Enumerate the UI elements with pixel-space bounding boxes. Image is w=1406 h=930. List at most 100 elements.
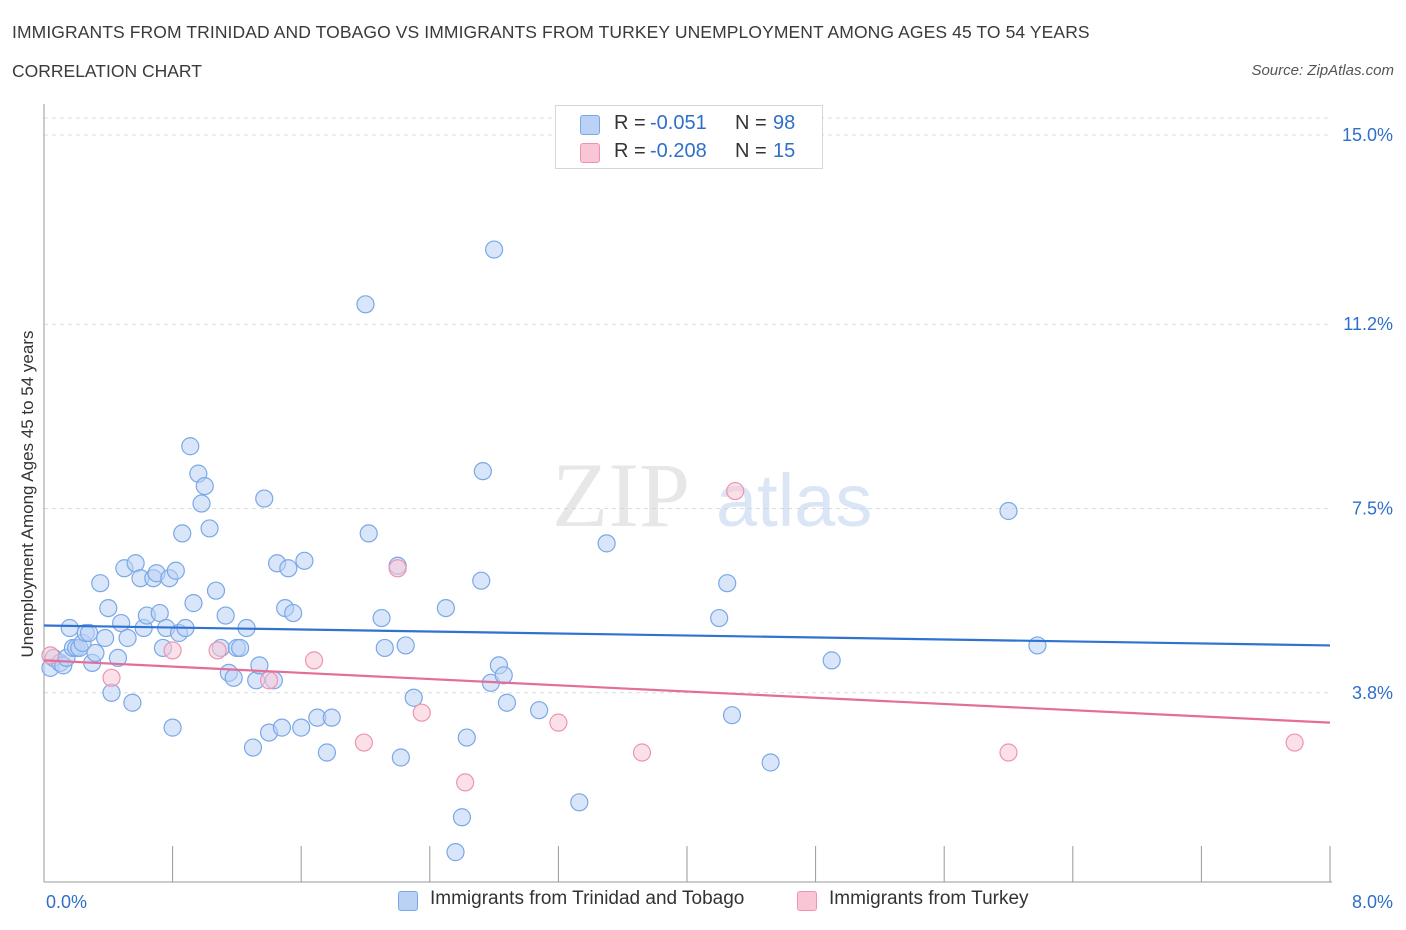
tick-labels: 3.8% 7.5% 11.2% 15.0% 0.0% 8.0%: [46, 125, 1393, 912]
data-point-trinidad: [999, 501, 1018, 521]
legend-n-value: 98: [773, 112, 796, 134]
trend-line-turkey: [43, 659, 1331, 724]
stats-legend: R = -0.051 N = 98 R = -0.208 N = 15: [555, 105, 823, 169]
data-point-trinidad: [356, 295, 375, 314]
grid-lines: [44, 117, 1330, 694]
data-point-turkey: [632, 743, 652, 762]
y-tick-label: 11.2%: [1343, 314, 1393, 334]
data-point-trinidad: [118, 628, 137, 648]
data-point-trinidad: [497, 693, 517, 712]
legend-r-label: R =: [614, 112, 646, 134]
data-point-trinidad: [173, 524, 192, 543]
y-tick-label: 3.8%: [1352, 683, 1393, 703]
data-point-trinidad: [317, 743, 337, 762]
data-point-trinidad: [60, 618, 79, 638]
data-point-trinidad: [86, 643, 105, 663]
data-point-trinidad: [163, 718, 182, 737]
chart-subtitle: CORRELATION CHART: [12, 61, 202, 81]
data-point-trinidad: [231, 638, 250, 658]
data-point-trinidad: [597, 534, 616, 553]
legend-r-label: R =: [614, 140, 646, 162]
data-point-trinidad: [472, 571, 491, 590]
data-point-trinidad: [1028, 636, 1047, 655]
legend-r-value: -0.208: [650, 140, 707, 162]
data-point-trinidad: [255, 489, 274, 508]
legend-n-value: 15: [773, 140, 796, 162]
data-point-trinidad: [359, 524, 378, 543]
data-point-trinidad: [375, 638, 394, 658]
data-point-trinidad: [570, 793, 589, 812]
data-point-trinidad: [718, 574, 737, 593]
data-point-trinidad: [391, 748, 410, 767]
data-point-trinidad: [292, 718, 311, 737]
data-point-trinidad: [822, 651, 841, 670]
data-point-turkey: [412, 703, 431, 722]
legend-swatch-pink: [580, 143, 600, 163]
data-point-turkey: [259, 671, 279, 690]
data-point-trinidad: [473, 462, 492, 481]
data-point-trinidad: [195, 476, 214, 496]
data-point-turkey: [388, 559, 407, 578]
watermark-atlas: atlas: [716, 459, 872, 542]
data-point-trinidad: [761, 753, 780, 772]
data-point-trinidad: [372, 608, 391, 628]
data-point-turkey: [549, 713, 568, 732]
legend-n-label: N =: [735, 140, 767, 162]
data-point-trinidad: [108, 648, 128, 668]
data-point-trinidad: [95, 628, 115, 648]
data-point-trinidad: [181, 437, 200, 456]
trend-lines: [43, 624, 1331, 724]
watermark: ZIP atlas: [552, 444, 872, 546]
axes: [43, 104, 1332, 883]
legend-n-label: N =: [735, 112, 767, 134]
data-point-trinidad: [284, 603, 303, 623]
data-point-trinidad: [530, 701, 549, 720]
data-point-turkey: [208, 641, 227, 660]
source-credit: Source: ZipAtlas.com: [1251, 62, 1394, 79]
data-point-trinidad: [279, 559, 298, 578]
data-point-turkey: [354, 733, 373, 752]
data-point-trinidad: [485, 240, 504, 259]
data-point-turkey: [163, 641, 182, 660]
data-point-trinidad: [192, 494, 211, 513]
data-point-trinidad: [99, 598, 118, 618]
data-point-trinidad: [166, 561, 185, 580]
data-point-trinidad: [91, 574, 110, 593]
data-point-turkey: [102, 668, 121, 687]
legend-swatch-blue: [398, 891, 418, 911]
legend-swatch-pink: [797, 891, 817, 911]
data-point-trinidad: [206, 581, 226, 600]
data-point-turkey: [456, 773, 475, 792]
data-point-trinidad: [322, 708, 341, 727]
data-point-trinidad: [722, 706, 742, 725]
y-tick-label: 15.0%: [1342, 125, 1393, 145]
data-point-trinidad: [404, 688, 423, 707]
y-axis-label: Unemployment Among Ages 45 to 54 years: [18, 331, 37, 658]
data-point-trinidad: [396, 636, 415, 655]
data-point-trinidad: [243, 738, 263, 757]
data-point-trinidad: [184, 594, 203, 613]
data-point-trinidad: [200, 519, 219, 538]
legend-item-label: Immigrants from Turkey: [829, 888, 1029, 909]
data-point-trinidad: [457, 728, 476, 747]
data-point-trinidad: [452, 808, 472, 827]
data-point-trinidad: [272, 718, 292, 737]
data-point-trinidad: [150, 603, 169, 623]
data-point-trinidad: [494, 666, 513, 685]
legend-item-label: Immigrants from Trinidad and Tobago: [430, 888, 745, 909]
trend-line-trinidad: [43, 624, 1331, 647]
data-points: [41, 240, 1304, 862]
data-point-trinidad: [224, 668, 243, 687]
data-point-trinidad: [436, 598, 455, 618]
watermark-zip: ZIP: [552, 444, 690, 546]
x-tick-label: 8.0%: [1352, 892, 1393, 912]
x-tick-label: 0.0%: [46, 892, 87, 912]
data-point-trinidad: [710, 608, 729, 628]
data-point-turkey: [999, 743, 1018, 762]
data-point-trinidad: [295, 551, 314, 570]
y-tick-label: 7.5%: [1352, 499, 1393, 519]
data-point-trinidad: [123, 693, 142, 712]
data-point-turkey: [304, 651, 324, 670]
legend-swatch-blue: [580, 115, 600, 135]
